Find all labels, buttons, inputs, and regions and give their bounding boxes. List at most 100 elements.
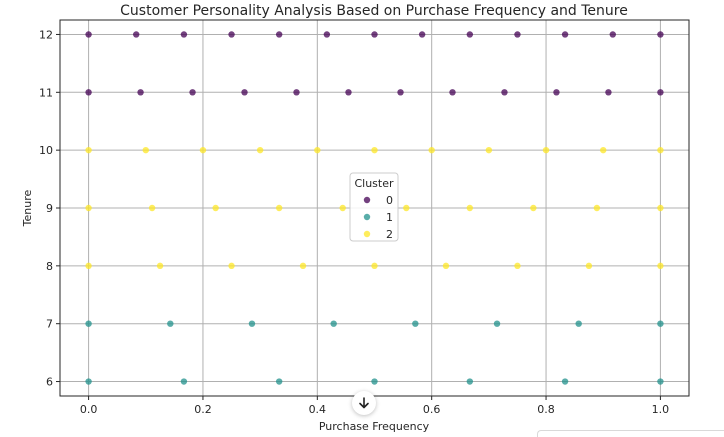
x-tick-label: 0.2 (194, 403, 212, 416)
data-point-cluster-2 (156, 262, 164, 270)
y-tick-label: 7 (46, 318, 53, 331)
data-point-cluster-1 (85, 378, 92, 385)
data-point-cluster-1 (85, 320, 92, 327)
data-point-cluster-1 (561, 378, 569, 385)
y-axis-label: Tenure (21, 189, 34, 227)
y-tick-label: 6 (46, 376, 53, 389)
data-point-cluster-2 (514, 262, 521, 270)
data-point-cluster-1 (180, 378, 188, 385)
scroll-down-button[interactable] (352, 391, 376, 415)
x-tick-label: 0.8 (537, 403, 555, 416)
data-point-cluster-2 (371, 262, 378, 270)
y-axis-ticks: 6 7 8 9 10 11 12 (39, 28, 60, 389)
data-point-cluster-2 (442, 262, 450, 270)
data-point-cluster-0 (657, 31, 664, 38)
legend-box (349, 172, 399, 242)
data-point-cluster-2 (542, 146, 550, 154)
data-point-cluster-2 (600, 146, 607, 154)
data-point-cluster-0 (189, 89, 196, 96)
data-point-cluster-2 (657, 262, 664, 270)
corner-panel (537, 430, 724, 437)
y-tick-label: 8 (46, 260, 53, 273)
data-point-cluster-0 (657, 89, 664, 96)
data-point-cluster-0 (371, 31, 378, 38)
legend-label-0: 0 (386, 194, 393, 207)
data-point-cluster-0 (137, 89, 144, 96)
data-point-cluster-2 (530, 204, 537, 212)
data-point-cluster-2 (228, 262, 235, 270)
data-point-cluster-0 (345, 89, 352, 96)
data-point-cluster-2 (85, 204, 92, 212)
data-point-cluster-0 (85, 89, 92, 96)
data-point-cluster-2 (199, 146, 207, 154)
data-point-cluster-2 (148, 204, 156, 212)
data-point-cluster-0 (228, 31, 235, 38)
data-point-cluster-2 (428, 146, 435, 154)
data-point-cluster-1 (412, 320, 419, 327)
data-point-cluster-2 (657, 146, 664, 154)
data-point-cluster-2 (339, 204, 346, 212)
data-point-cluster-0 (561, 31, 569, 38)
legend-label-1: 1 (386, 211, 393, 224)
data-point-cluster-2 (485, 146, 493, 154)
data-point-cluster-2 (314, 146, 321, 154)
chart-title: Customer Personality Analysis Based on P… (120, 3, 628, 19)
data-point-cluster-0 (466, 31, 474, 38)
data-point-cluster-2 (657, 204, 664, 212)
data-point-cluster-0 (397, 89, 404, 96)
data-point-cluster-2 (585, 262, 593, 270)
legend-title: Cluster (354, 177, 394, 190)
data-point-cluster-0 (501, 89, 508, 96)
data-point-cluster-0 (241, 89, 248, 96)
x-tick-label: 0.4 (309, 403, 327, 416)
data-point-cluster-0 (553, 89, 560, 96)
legend-label-2: 2 (386, 228, 393, 241)
x-axis-label: Purchase Frequency (319, 420, 430, 433)
data-point-cluster-0 (293, 89, 300, 96)
data-point-cluster-0 (449, 89, 456, 96)
data-point-cluster-1 (493, 320, 501, 327)
data-point-cluster-1 (657, 378, 664, 385)
data-point-cluster-2 (466, 204, 474, 212)
data-point-cluster-2 (256, 146, 264, 154)
data-point-cluster-1 (275, 378, 283, 385)
data-point-cluster-0 (180, 31, 188, 38)
data-point-cluster-2 (593, 204, 601, 212)
x-tick-label: 0.0 (80, 403, 98, 416)
data-point-cluster-1 (330, 320, 337, 327)
data-point-cluster-0 (605, 89, 612, 96)
data-point-cluster-1 (248, 320, 256, 327)
data-points (85, 31, 664, 385)
data-point-cluster-2 (371, 146, 378, 154)
data-point-cluster-0 (418, 31, 426, 38)
data-point-cluster-2 (142, 146, 149, 154)
y-tick-label: 12 (39, 28, 53, 41)
data-point-cluster-2 (85, 146, 92, 154)
data-point-cluster-2 (403, 204, 410, 212)
data-point-cluster-0 (514, 31, 521, 38)
x-axis-ticks: 0.0 0.2 0.4 0.6 0.8 1.0 (80, 396, 669, 416)
data-point-cluster-1 (167, 320, 174, 327)
y-tick-label: 10 (39, 144, 53, 157)
data-point-cluster-0 (133, 31, 140, 38)
data-point-cluster-2 (299, 262, 307, 270)
data-point-cluster-2 (85, 262, 92, 270)
arrow-down-icon (359, 397, 369, 409)
data-point-cluster-2 (275, 204, 283, 212)
legend-marker-2 (363, 230, 371, 238)
data-point-cluster-1 (371, 378, 378, 385)
legend-marker-0 (363, 196, 371, 204)
data-point-cluster-1 (657, 320, 664, 327)
legend: Cluster 0 1 2 (349, 172, 399, 242)
x-tick-label: 0.6 (423, 403, 441, 416)
data-point-cluster-0 (85, 31, 92, 38)
data-point-cluster-2 (212, 204, 219, 212)
legend-marker-1 (363, 213, 371, 221)
y-tick-label: 9 (46, 202, 53, 215)
data-point-cluster-0 (275, 31, 283, 38)
y-tick-label: 11 (39, 86, 53, 99)
data-point-cluster-0 (609, 31, 616, 38)
data-point-cluster-1 (466, 378, 474, 385)
data-point-cluster-1 (575, 320, 582, 327)
